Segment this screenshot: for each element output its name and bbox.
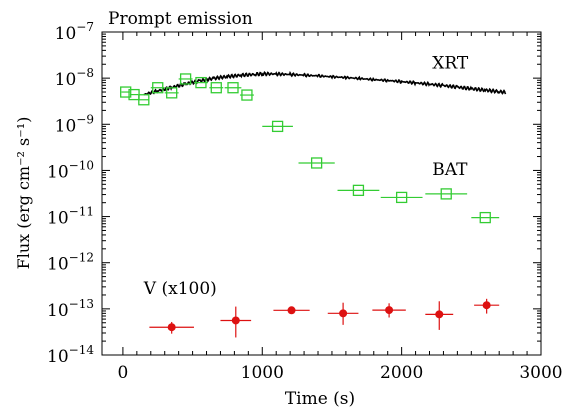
- y-tick-exponent: −12: [69, 251, 94, 265]
- bat-point: [179, 73, 192, 85]
- y-tick-label: 10−8: [55, 66, 94, 90]
- y-axis-label: Flux (erg cm⁻² s⁻¹): [14, 117, 33, 270]
- y-tick-exponent: −13: [69, 297, 94, 311]
- y-tick-base: 10: [55, 70, 77, 90]
- y-tick-exponent: −9: [76, 112, 94, 126]
- bat-point: [241, 89, 253, 101]
- bat-point: [152, 82, 164, 94]
- y-tick-label: 10−11: [47, 205, 94, 229]
- bat-point: [227, 82, 239, 94]
- x-tick-label: 0: [117, 363, 128, 383]
- y-tick-label: 10−14: [47, 343, 94, 367]
- y-tick-exponent: −10: [69, 158, 94, 172]
- y-tick-base: 10: [47, 209, 69, 229]
- v-point: [435, 310, 444, 319]
- xrt-light-curve: [143, 70, 507, 96]
- y-tick-label: 10−10: [47, 158, 94, 182]
- annotation-xrt: XRT: [432, 54, 469, 74]
- y-tick-base: 10: [47, 301, 69, 321]
- x-axis-label: Time (s): [285, 389, 355, 409]
- chart-title: Prompt emission: [108, 9, 253, 29]
- bat-point: [210, 82, 222, 94]
- annotations: XRT BAT V (x100): [143, 54, 469, 299]
- bat-point: [120, 86, 132, 98]
- v-point: [385, 306, 394, 315]
- x-tick-label: 2000: [380, 363, 423, 383]
- y-tick-exponent: −11: [69, 205, 94, 219]
- y-tick-base: 10: [47, 162, 69, 182]
- series-layer: [120, 70, 507, 338]
- y-tick-exponent: −8: [76, 66, 94, 80]
- bat-point: [395, 191, 408, 204]
- bat-point: [310, 157, 323, 169]
- series-v-x100: [149, 298, 500, 338]
- x-tick-label: 3000: [519, 363, 562, 383]
- y-tick-exponent: −7: [76, 20, 94, 34]
- y-tick-base: 10: [55, 116, 77, 136]
- y-tick-base: 10: [55, 24, 77, 44]
- bat-point: [440, 188, 452, 200]
- plot-frame: [101, 31, 542, 356]
- y-tick-exponent: −14: [69, 343, 95, 357]
- y-tick-label: 10−13: [47, 297, 94, 321]
- series-xrt: [143, 70, 507, 96]
- v-point: [231, 316, 240, 325]
- tick-labels: 0 1000 2000 300010−1410−1310−1210−1110−1010…: [47, 20, 563, 383]
- y-tick-label: 10−7: [55, 20, 94, 44]
- v-point: [287, 306, 296, 315]
- bat-point: [166, 87, 178, 99]
- bat-point: [271, 120, 284, 133]
- y-tick-base: 10: [47, 255, 69, 275]
- v-point: [339, 309, 348, 318]
- bat-point: [195, 76, 207, 89]
- y-tick-label: 10−12: [47, 251, 94, 275]
- y-tick-base: 10: [47, 347, 69, 367]
- y-tick-label: 10−9: [55, 112, 94, 136]
- v-point: [482, 301, 491, 310]
- v-point: [167, 323, 176, 332]
- annotation-v-x100: V (x100): [143, 279, 217, 299]
- annotation-bat: BAT: [432, 160, 468, 180]
- bat-point: [352, 184, 365, 197]
- bat-point: [138, 94, 150, 106]
- bat-point: [479, 211, 491, 224]
- axis-ticks: [102, 31, 542, 356]
- series-bat: [120, 73, 500, 224]
- x-tick-label: 1000: [241, 363, 284, 383]
